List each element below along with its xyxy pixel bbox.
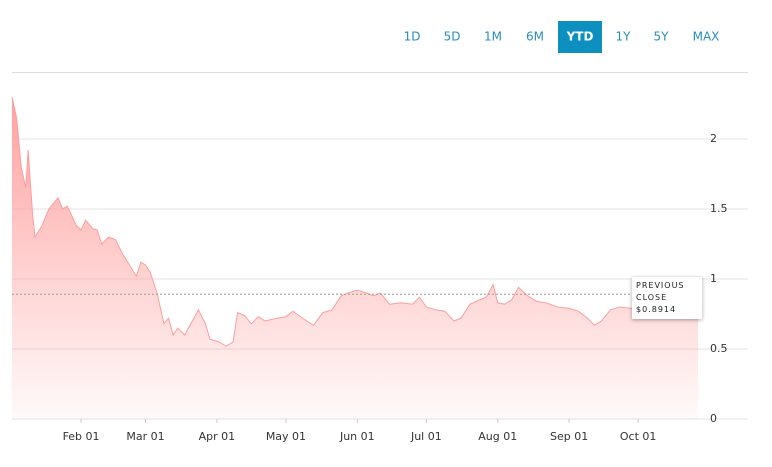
x-tick-label: Jun 01 [339, 430, 375, 443]
x-tick-label: Sep 01 [550, 430, 588, 443]
previous-close-value: $0.8914 [636, 305, 677, 314]
x-tick-label: Oct 01 [620, 430, 657, 443]
range-button[interactable]: 1M [484, 30, 502, 44]
range-button[interactable]: 1Y [616, 30, 632, 44]
x-tick-label: May 01 [266, 430, 306, 443]
x-tick-label: Apr 01 [199, 430, 236, 443]
range-button[interactable]: MAX [693, 30, 720, 44]
area-fill [12, 97, 698, 419]
x-tick-label: Aug 01 [478, 430, 517, 443]
range-button[interactable]: YTD [566, 30, 594, 44]
price-line [11, 96, 699, 347]
y-tick-label: 2 [710, 132, 717, 145]
range-button[interactable]: 5D [444, 30, 461, 44]
range-button-active-bg [558, 21, 602, 53]
x-tick-label: Mar 01 [126, 430, 164, 443]
y-tick-label: 0 [710, 412, 717, 425]
x-tick-label: Feb 01 [63, 430, 100, 443]
y-tick-label: 1 [710, 272, 717, 285]
previous-close-tag: PREVIOUS CLOSE $0.8914 [632, 277, 702, 319]
range-button[interactable]: 5Y [654, 30, 670, 44]
previous-close-label: PREVIOUS CLOSE [636, 281, 685, 302]
y-tick-label: 1.5 [710, 202, 728, 215]
y-tick-label: 0.5 [710, 342, 728, 355]
range-button[interactable]: 6M [526, 30, 544, 44]
range-button[interactable]: 1D [404, 30, 421, 44]
x-tick-label: Jul 01 [410, 430, 442, 443]
